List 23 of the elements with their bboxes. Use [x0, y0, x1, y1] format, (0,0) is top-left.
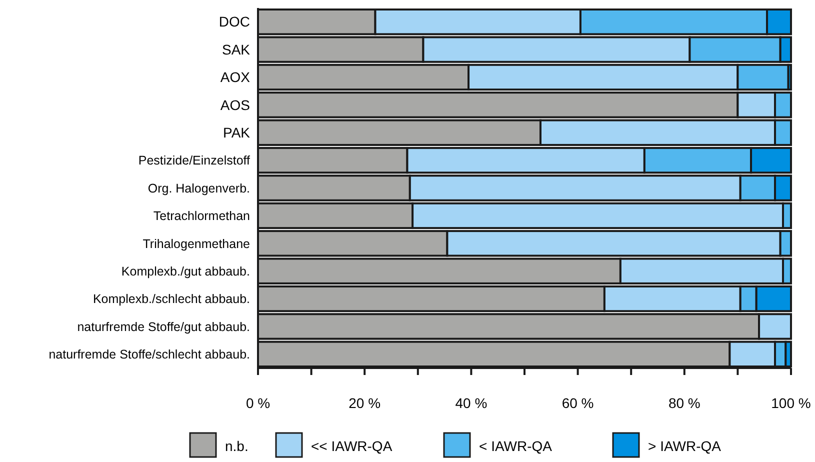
y-tick-label: Komplexb./gut abbaub. [121, 264, 250, 278]
legend-label: << IAWR-QA [311, 438, 393, 454]
y-tick-label: SAK [222, 41, 251, 58]
y-tick-label: Komplexb./schlecht abbaub. [92, 292, 250, 306]
y-tick-label: naturfremde Stoffe/schlecht abbaub. [48, 348, 250, 362]
legend-label: > IAWR-QA [648, 438, 722, 454]
x-tick-label: 100 % [771, 395, 811, 411]
x-tick-label: 60 % [562, 395, 594, 411]
y-tick-label: PAK [223, 124, 251, 141]
y-tick-label: AOS [220, 96, 250, 113]
y-tick-label: Trihalogenmethane [142, 236, 250, 251]
y-tick-label: naturfremde Stoffe/gut abbaub. [77, 320, 250, 334]
legend-label: < IAWR-QA [479, 438, 553, 454]
x-tick-label: 80 % [668, 395, 700, 411]
y-tick-label: Org. Halogenverb. [148, 181, 250, 196]
y-tick-label: AOX [220, 69, 251, 86]
y-tick-label: Pestizide/Einzelstoff [138, 154, 251, 168]
x-tick-label: 40 % [455, 395, 488, 411]
legend-label: n.b. [225, 438, 248, 454]
x-tick-label: 20 % [348, 395, 381, 411]
y-tick-label: DOC [218, 14, 250, 30]
x-tick-label: 0 % [246, 395, 270, 411]
y-tick-label: Tetrachlormethan [153, 209, 250, 224]
